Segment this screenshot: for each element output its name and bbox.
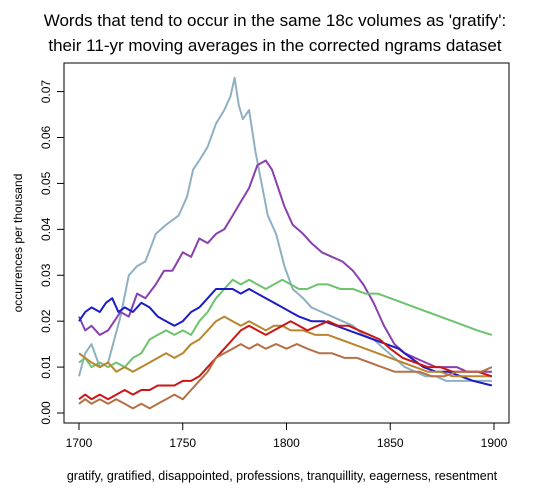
x-tick-label: 1750: [169, 436, 196, 450]
plot-area: [63, 62, 510, 424]
x-tick-label: 1700: [66, 436, 93, 450]
series-line-6: [78, 320, 493, 401]
series-line-7: [78, 343, 493, 410]
series-line-3: [78, 278, 493, 369]
x-tick-label: 1800: [273, 436, 300, 450]
y-tick-label: 0.00: [39, 401, 53, 425]
y-tick-label: 0.07: [39, 80, 53, 104]
y-tick-label: 0.01: [39, 355, 53, 379]
y-tick-label: 0.06: [39, 125, 53, 149]
chart-title-line-1: Words that tend to occur in the same 18c…: [44, 11, 507, 30]
series-line-5: [78, 315, 492, 378]
x-tick-label: 1900: [481, 436, 508, 450]
x-axis-label: gratify, gratified, disappointed, profes…: [67, 469, 498, 483]
y-axis-label: occurrences per thousand: [11, 174, 25, 313]
series-line-1: [78, 76, 492, 382]
x-tick-label: 1850: [377, 436, 404, 450]
y-tick-label: 0.04: [39, 217, 53, 241]
series-line-4: [78, 288, 493, 387]
y-tick-label: 0.05: [39, 171, 53, 195]
y-tick-label: 0.03: [39, 263, 53, 287]
x-axis: 1700 1750 1800 1850 1900: [66, 422, 508, 450]
y-axis: 0.00 0.01 0.02 0.03 0.04 0.05 0.06 0.07: [39, 80, 65, 425]
chart-title-line-2: their 11-yr moving averages in the corre…: [48, 36, 502, 55]
y-tick-label: 0.02: [39, 309, 53, 333]
series-layer: [78, 76, 493, 410]
plot-frame: [63, 62, 510, 424]
